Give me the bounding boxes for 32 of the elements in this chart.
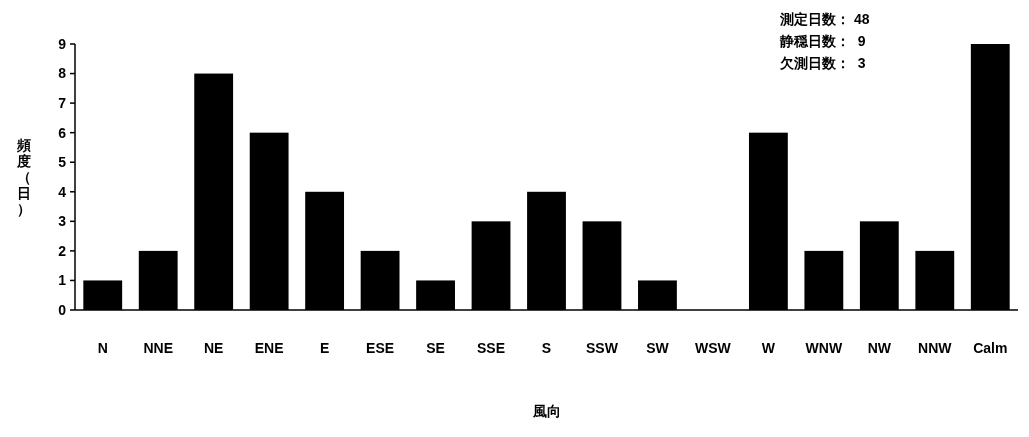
x-tick-label: NNW xyxy=(918,340,953,356)
annotation: 静穏日数： 9 xyxy=(779,33,866,49)
x-tick-label: WNW xyxy=(805,340,843,356)
x-tick-label: WSW xyxy=(695,340,732,356)
text: 測定日数： 48 xyxy=(779,11,870,27)
x-tick-label: NW xyxy=(867,340,892,356)
y-axis-title: 頻度（日） xyxy=(16,136,31,217)
x-tick-label: W xyxy=(761,340,776,356)
annotation: 欠測日数： 3 xyxy=(779,55,866,71)
x-tick-label: S xyxy=(541,340,552,356)
y-tick-label: 7 xyxy=(58,95,67,112)
y-tick-label: 4 xyxy=(58,183,67,200)
y-tick-label: 3 xyxy=(58,213,67,230)
y-tick-label: 1 xyxy=(58,272,67,289)
y-tick-label: 2 xyxy=(58,242,67,259)
x-tick-label: SSE xyxy=(477,340,506,356)
x-tick-label: NE xyxy=(203,340,224,356)
x-axis-title: 風向 xyxy=(531,403,561,419)
x-tick-label: E xyxy=(319,340,330,356)
x-tick-label: SW xyxy=(646,340,670,356)
y-tick-label: 0 xyxy=(58,301,67,318)
x-tick-label: SE xyxy=(426,340,445,356)
y-tick-label: 9 xyxy=(58,35,67,52)
x-tick-label: N xyxy=(97,340,108,356)
x-tick-label: NNE xyxy=(143,340,173,356)
y-tick-label: 8 xyxy=(58,65,67,82)
x-tick-label: ESE xyxy=(366,340,395,356)
x-tick-label: SSW xyxy=(586,340,619,356)
y-tick-label: 5 xyxy=(58,154,67,171)
x-tick-label: Calm xyxy=(973,340,1008,356)
x-tick-label: ENE xyxy=(254,340,284,356)
y-tick-label: 6 xyxy=(58,124,67,141)
